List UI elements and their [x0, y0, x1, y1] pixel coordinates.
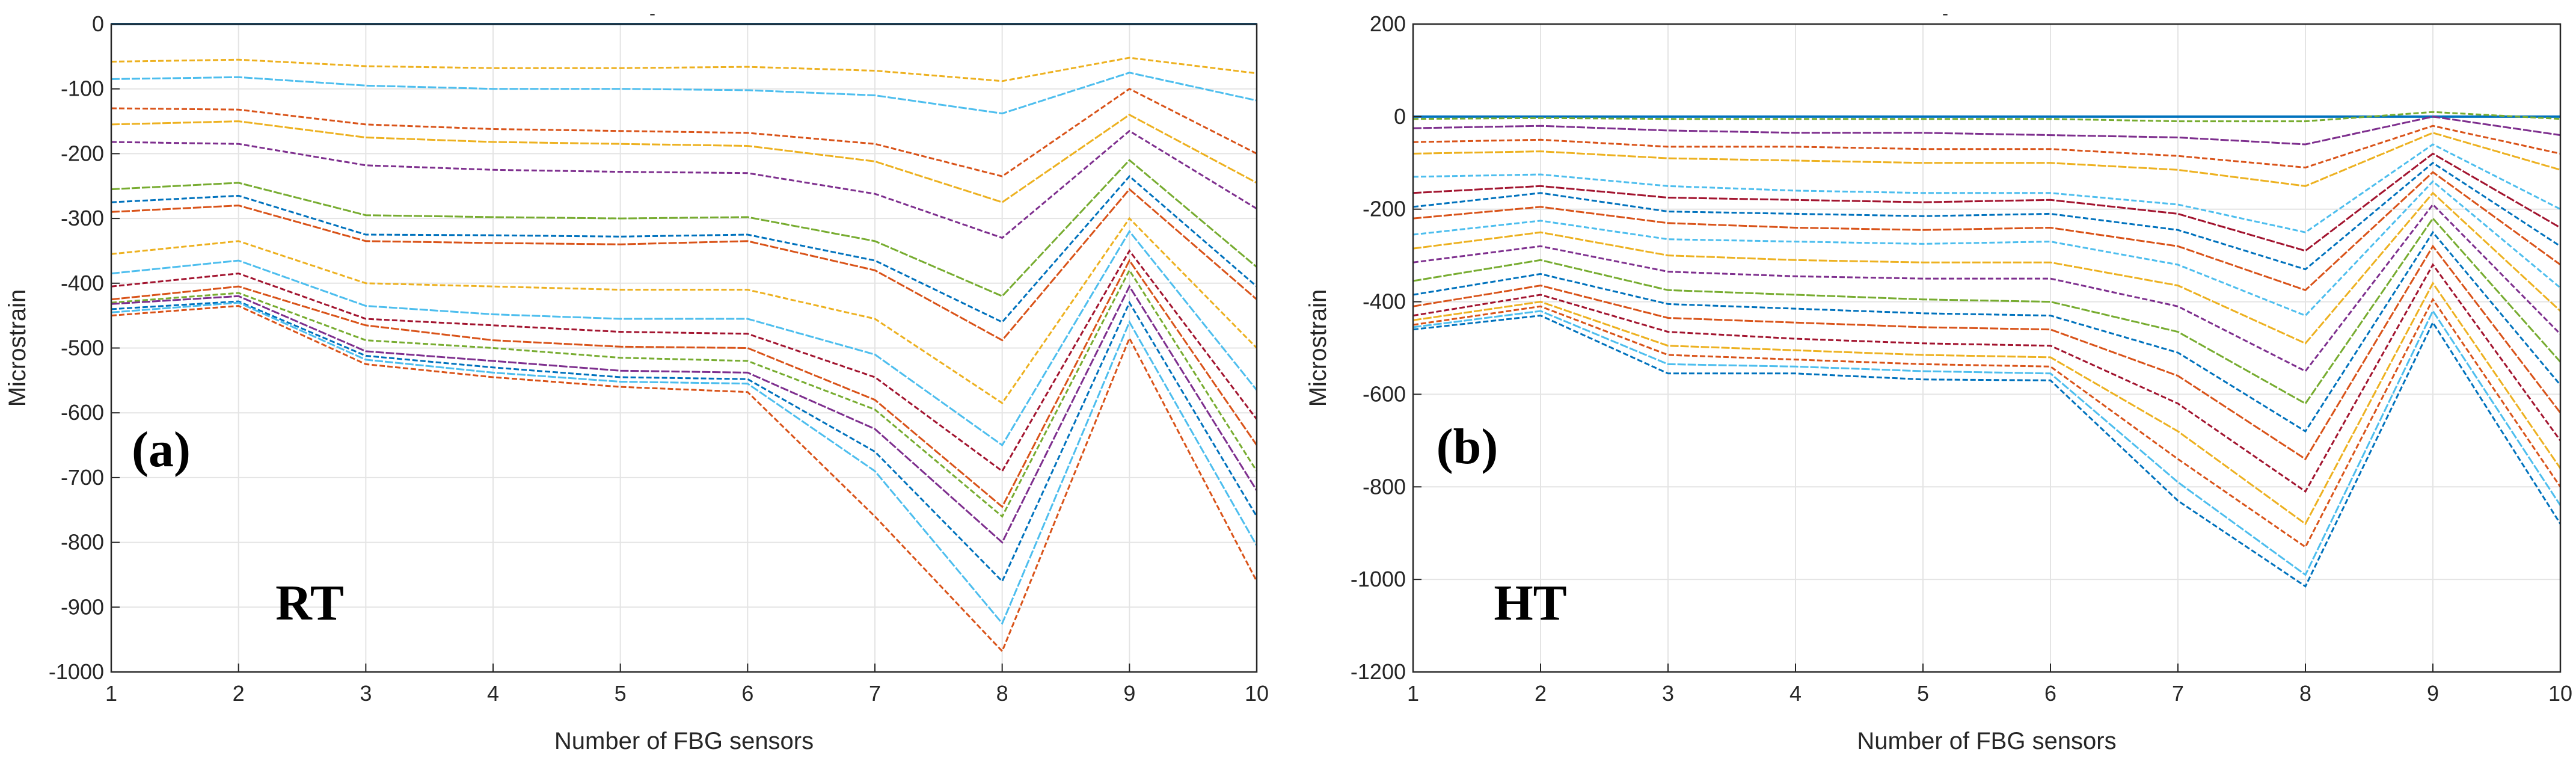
chart-0-ytick-label-5: -500 — [61, 336, 104, 360]
chart-1-series-17 — [1412, 297, 2562, 549]
chart-0-series-11 — [111, 249, 1258, 473]
chart-0-xtick-label-2: 3 — [360, 681, 372, 706]
chart-1-ytick-label-0: 200 — [1370, 11, 1406, 36]
chart-0-ytick-label-9: -900 — [61, 594, 104, 619]
chart-0-series-10 — [111, 229, 1258, 447]
chart-0-panel: 1 2 3 4 5 6 7 8 9 10 0 -100 -200 -300 -400 -500 -600 -700… — [4, 4, 1269, 754]
chart-0-series-1 — [111, 57, 1257, 82]
chart-1-series-3 — [1412, 125, 2561, 169]
chart-0-panel-label: (a) — [132, 422, 191, 478]
chart-0-series-9 — [111, 217, 1258, 405]
chart-0-ytick-label-0: 0 — [92, 11, 104, 36]
chart-0-ytick-label-2: -200 — [61, 141, 104, 165]
chart-0-x-axis-label: Number of FBG sensors — [554, 728, 814, 754]
chart-0-series-3 — [111, 87, 1257, 177]
chart-0-ytick-label-3: -300 — [61, 206, 104, 230]
chart-1-series-15 — [1412, 263, 2562, 493]
chart-1-series-14 — [1412, 244, 2562, 461]
chart-1-series-18 — [1412, 309, 2562, 576]
chart-0-series-7 — [111, 174, 1257, 324]
chart-1-x-axis-label: Number of FBG sensors — [1857, 728, 2116, 754]
chart-1-ytick-label-7: -1200 — [1351, 659, 1406, 684]
chart-1-series-9 — [1412, 180, 2561, 317]
chart-1-xtick-label-9: 10 — [2548, 681, 2572, 706]
chart-1-series-6 — [1412, 152, 2561, 252]
chart-0-y-axis-label: Microstrain — [4, 289, 31, 407]
chart-1-ytick-label-4: -600 — [1363, 381, 1406, 406]
chart-0-ytick-label-7: -700 — [61, 465, 104, 490]
chart-1-ytick-label-1: 0 — [1394, 104, 1406, 129]
chart-1-series-16 — [1412, 281, 2562, 526]
chart-0-ytick-label-4: -400 — [61, 271, 104, 295]
chart-0-series-12 — [111, 259, 1258, 508]
chart-1-panel: 1 2 3 4 5 6 7 8 9 10 200 0 -200 -400 -600 -800 -1000 -120… — [1305, 4, 2572, 754]
chart-1-series-19 — [1412, 315, 2562, 588]
chart-0-xtick-label-5: 6 — [741, 681, 753, 706]
chart-0-ytick-label-10: -1000 — [49, 659, 104, 684]
chart-0-xtick-label-6: 7 — [869, 681, 881, 706]
chart-0-series-2 — [111, 72, 1257, 115]
chart-1-xtick-label-7: 8 — [2299, 681, 2311, 706]
chart-1-xtick-label-4: 5 — [1917, 681, 1929, 706]
chart-1-xtick-label-6: 7 — [2172, 681, 2184, 706]
chart-1-ytick-label-2: -200 — [1363, 197, 1406, 221]
chart-0-xtick-label-4: 5 — [615, 681, 627, 706]
chart-1-y-axis-label: Microstrain — [1305, 289, 1331, 407]
chart-0-xtick-label-0: 1 — [105, 681, 117, 706]
chart-1-plot-area — [1413, 24, 2560, 672]
chart-1-ytick-label-5: -800 — [1363, 474, 1406, 499]
chart-0-series-14 — [111, 285, 1258, 544]
chart-1-series-10 — [1412, 191, 2562, 345]
chart-1-xtick-label-5: 6 — [2044, 681, 2056, 706]
chart-1-xtick-label-0: 1 — [1407, 681, 1419, 706]
chart-1-series-7 — [1412, 161, 2561, 271]
chart-1-xtick-label-8: 9 — [2427, 681, 2439, 706]
chart-0-series-13 — [111, 268, 1258, 518]
chart-0-series-8 — [111, 188, 1257, 342]
chart-0-xtick-label-9: 10 — [1245, 681, 1269, 706]
chart-1-ytick-label-6: -1000 — [1351, 567, 1406, 591]
chart-0-series-6 — [111, 159, 1257, 298]
chart-1-series-4 — [1412, 132, 2561, 187]
chart-0-series-4 — [111, 114, 1257, 203]
chart-1-series-11 — [1412, 203, 2562, 372]
chart-0-series-15 — [111, 300, 1258, 583]
chart-1-series-1 — [1412, 111, 2561, 123]
chart-0-series-5 — [111, 129, 1257, 239]
chart-1-xtick-label-3: 4 — [1789, 681, 1802, 706]
chart-1-annotation: HT — [1494, 575, 1566, 631]
chart-0-xtick-label-8: 9 — [1123, 681, 1135, 706]
chart-0-xtick-label-3: 4 — [487, 681, 499, 706]
chart-0-series-17 — [111, 304, 1258, 653]
chart-0-series-16 — [111, 301, 1258, 626]
chart-1-panel-label: (b) — [1437, 419, 1498, 475]
chart-0-xtick-label-1: 2 — [233, 681, 245, 706]
chart-1-ytick-label-3: -400 — [1363, 289, 1406, 314]
chart-1-axes-frame — [1412, 23, 2562, 673]
chart-1-xtick-label-1: 2 — [1535, 681, 1547, 706]
chart-1-series-2 — [1412, 116, 2561, 146]
chart-0-annotation: RT — [275, 575, 344, 631]
chart-1-series-13 — [1412, 230, 2562, 433]
chart-1-series-5 — [1412, 143, 2561, 233]
chart-1-series-12 — [1412, 217, 2562, 405]
chart-0-xtick-label-7: 8 — [996, 681, 1008, 706]
chart-1-title: - — [1942, 4, 1948, 23]
chart-0-title: - — [649, 4, 655, 23]
chart-0-ytick-label-8: -800 — [61, 530, 104, 555]
chart-1-series-8 — [1412, 171, 2561, 292]
chart-0-ytick-label-1: -100 — [61, 76, 104, 101]
chart-0-ytick-label-6: -600 — [61, 400, 104, 425]
chart-1-xtick-label-2: 3 — [1662, 681, 1674, 706]
